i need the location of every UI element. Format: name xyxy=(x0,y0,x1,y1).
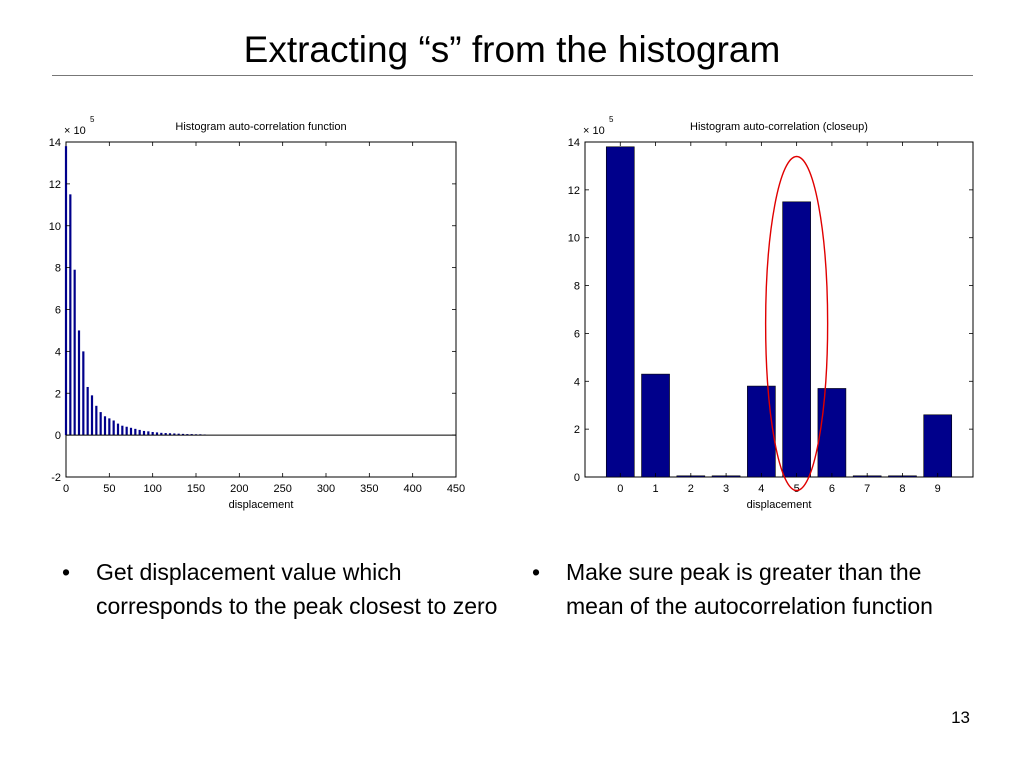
bar xyxy=(147,431,150,436)
x-tick-label: 100 xyxy=(143,483,161,495)
x-tick-label: 2 xyxy=(688,483,694,495)
bar xyxy=(923,414,953,478)
bar xyxy=(64,146,68,436)
bar xyxy=(116,423,120,436)
bar xyxy=(151,431,154,436)
highlight-ellipse xyxy=(764,155,829,492)
y-tick-label: 14 xyxy=(568,137,580,149)
exponent-value: 5 xyxy=(609,115,614,124)
y-tick-label: 6 xyxy=(574,328,580,340)
bar xyxy=(782,201,811,478)
bar xyxy=(95,405,98,436)
bar xyxy=(99,412,102,436)
bar xyxy=(82,351,85,436)
x-tick-label: 9 xyxy=(935,483,941,495)
y-tick-label: 4 xyxy=(55,346,61,358)
bar xyxy=(168,433,172,436)
bar xyxy=(125,426,128,436)
y-tick-label: 10 xyxy=(49,221,61,233)
x-tick-label: 6 xyxy=(829,483,835,495)
bar xyxy=(90,395,94,436)
x-tick-label: 150 xyxy=(187,483,205,495)
bar xyxy=(817,388,847,478)
bullet-text: Make sure peak is greater than the mean … xyxy=(566,559,933,619)
bar xyxy=(747,385,776,478)
y-tick-label: 12 xyxy=(49,179,61,191)
bar xyxy=(77,330,81,436)
bullet-text: Get displacement value which corresponds… xyxy=(96,559,498,619)
y-tick-label: 2 xyxy=(55,388,61,400)
bar xyxy=(190,434,193,436)
bar xyxy=(605,146,635,478)
y-tick-label: 0 xyxy=(55,430,61,442)
bullet-list-right: • Make sure peak is greater than the mea… xyxy=(528,555,978,623)
slide-title: Extracting “s” from the histogram xyxy=(243,29,781,70)
bar xyxy=(173,433,176,436)
exponent-label: × 10 xyxy=(64,125,86,137)
plot-frame xyxy=(65,141,457,478)
bullet-glyph: • xyxy=(62,559,71,585)
x-tick-label: 400 xyxy=(403,483,421,495)
bar xyxy=(160,432,163,436)
y-tick-label: 0 xyxy=(574,472,580,484)
exponent-value: 5 xyxy=(90,115,95,124)
chart-autocorrelation: 0 50 100 150 200 250 300 350 400 450-202468101214… xyxy=(49,115,465,511)
y-tick-label: 12 xyxy=(568,185,580,197)
bar xyxy=(112,420,115,436)
bullet-item: • Make sure peak is greater than the mea… xyxy=(528,555,978,623)
page-number: 13 xyxy=(951,708,970,727)
chart-title: Histogram auto-correlation function xyxy=(175,121,346,133)
x-axis-label: displacement xyxy=(747,499,812,511)
y-tick-label: -2 xyxy=(51,472,61,484)
x-axis-label: displacement xyxy=(229,499,294,511)
bullet-glyph: • xyxy=(532,559,541,585)
x-tick-label: 4 xyxy=(758,483,764,495)
bar xyxy=(138,429,141,436)
x-tick-label: 300 xyxy=(317,483,335,495)
y-tick-label: 8 xyxy=(574,281,580,293)
x-tick-label: 450 xyxy=(447,483,465,495)
bar xyxy=(134,428,137,436)
bar xyxy=(155,432,159,436)
x-tick-label: 200 xyxy=(230,483,248,495)
bar xyxy=(108,418,111,436)
bar xyxy=(181,433,185,436)
bar xyxy=(69,194,72,436)
bar xyxy=(73,269,76,436)
bullet-item: • Get displacement value which correspon… xyxy=(58,555,498,623)
bar xyxy=(121,425,124,436)
bar xyxy=(142,430,146,436)
x-tick-label: 1 xyxy=(652,483,658,495)
x-tick-label: 50 xyxy=(103,483,115,495)
y-tick-label: 14 xyxy=(49,137,61,149)
y-tick-label: 8 xyxy=(55,263,61,275)
bar xyxy=(641,373,670,478)
exponent-label: × 10 xyxy=(583,125,605,137)
x-tick-label: 7 xyxy=(864,483,870,495)
y-tick-label: 6 xyxy=(55,305,61,317)
x-tick-label: 5 xyxy=(794,483,800,495)
bar xyxy=(186,434,189,436)
bar xyxy=(129,427,133,436)
x-tick-label: 350 xyxy=(360,483,378,495)
x-tick-label: 0 xyxy=(617,483,623,495)
bar xyxy=(103,416,107,436)
bar xyxy=(86,386,89,436)
chart-title: Histogram auto-correlation (closeup) xyxy=(690,121,868,133)
y-tick-label: 4 xyxy=(574,376,580,388)
y-tick-label: 10 xyxy=(568,233,580,245)
bar xyxy=(177,433,180,436)
x-tick-label: 8 xyxy=(899,483,905,495)
bar xyxy=(164,433,167,436)
bullet-list-left: • Get displacement value which correspon… xyxy=(58,555,498,623)
x-tick-label: 3 xyxy=(723,483,729,495)
y-tick-label: 2 xyxy=(574,424,580,436)
title-divider xyxy=(52,75,973,76)
x-tick-label: 0 xyxy=(63,483,69,495)
x-tick-label: 250 xyxy=(273,483,291,495)
